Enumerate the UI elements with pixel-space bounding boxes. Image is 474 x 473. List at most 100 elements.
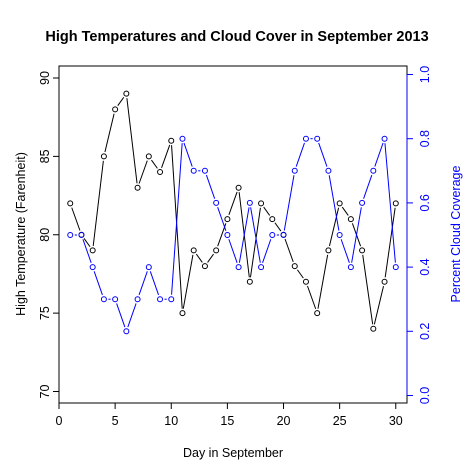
series-1-point <box>168 137 175 144</box>
series-1-point <box>190 247 197 254</box>
series-2-point <box>269 232 276 238</box>
series-1-segment <box>274 222 282 232</box>
series-2-segment <box>283 175 295 231</box>
series-1-point <box>291 263 298 270</box>
series-1-point <box>246 278 253 285</box>
x-tick-label: 5 <box>112 414 119 428</box>
series-2-segment <box>116 303 126 328</box>
series-2-segment <box>217 206 227 231</box>
series-2-point <box>123 328 130 335</box>
series-1-segment <box>373 286 384 325</box>
series-2-point <box>325 167 332 174</box>
series-1 <box>67 90 399 332</box>
series-1-segment <box>92 160 104 247</box>
series-2-point <box>100 296 107 303</box>
series-2-point <box>291 167 298 174</box>
series-2-point <box>213 199 220 206</box>
series-2-point <box>392 264 399 271</box>
y-left-tick-label: 90 <box>38 71 52 85</box>
series-2-segment <box>351 207 362 263</box>
series-2-segment <box>262 239 272 264</box>
series-2-segment <box>183 142 193 167</box>
series-2-point <box>134 296 141 303</box>
series-2-point <box>347 264 354 271</box>
series-1-point <box>67 200 74 207</box>
y-axis-right: 0.0 0.2 0.4 0.6 0.8 1.0 <box>406 66 432 404</box>
series-2-point <box>336 232 343 238</box>
series-1-point <box>370 325 377 332</box>
series-1-segment <box>151 159 158 169</box>
series-1-segment <box>138 160 148 184</box>
series-2-point <box>157 296 164 303</box>
series-1-point <box>201 263 208 270</box>
y-right-tick-label: 1.0 <box>418 66 432 83</box>
x-tick-label: 15 <box>220 414 234 428</box>
series-2-segment <box>82 239 92 264</box>
series-2-point <box>78 232 85 238</box>
series-1-point <box>123 90 130 97</box>
series-1-segment <box>195 253 203 263</box>
y-right-tick-label: 0.0 <box>418 387 432 404</box>
series-1-segment <box>161 144 171 168</box>
series-2-point <box>280 232 287 238</box>
series-1-segment <box>117 97 125 106</box>
y-left-tick-label: 80 <box>38 228 52 242</box>
x-tick-label: 0 <box>56 414 63 428</box>
series-2-segment <box>340 239 350 264</box>
series-2-segment <box>363 174 373 199</box>
series-2-segment <box>238 207 250 263</box>
series-1-point <box>269 216 276 223</box>
series-1-segment <box>228 191 238 216</box>
series-2-segment <box>384 143 396 263</box>
y-axis-right-label: Percent Cloud Coverage <box>449 166 463 303</box>
series-2-segment <box>171 143 183 295</box>
series-1-point <box>359 247 366 254</box>
x-tick-label: 20 <box>277 414 291 428</box>
series-1-point <box>336 200 343 207</box>
series-2-segment <box>149 271 160 296</box>
series-2-point <box>145 264 152 271</box>
series-1-point <box>235 184 242 191</box>
series-1-point <box>134 184 141 191</box>
series-1-segment <box>284 238 294 263</box>
series-2-segment <box>318 142 328 167</box>
series-2-point <box>246 199 253 206</box>
y-right-tick-label: 0.4 <box>418 258 432 275</box>
chart-title: High Temperatures and Cloud Cover in Sep… <box>45 29 428 45</box>
y-left-tick-label: 85 <box>38 149 52 163</box>
series-2-point <box>235 264 242 271</box>
series-1-segment <box>104 113 115 153</box>
series-layer <box>67 90 399 335</box>
series-2-segment <box>250 207 261 263</box>
y-left-tick-label: 75 <box>38 306 52 320</box>
series-1-segment <box>71 207 81 231</box>
series-1-point <box>179 310 186 317</box>
series-2-segment <box>228 239 238 264</box>
series-2-point <box>302 135 309 142</box>
plot-frame <box>58 65 408 404</box>
series-1-segment <box>83 238 91 248</box>
series-1-segment <box>296 269 304 279</box>
series-2-segment <box>295 142 305 167</box>
series-1-segment <box>362 254 374 325</box>
series-1-point <box>302 278 309 285</box>
y-axis-left: 70 75 80 85 90 <box>38 71 60 398</box>
series-2-segment <box>127 303 137 328</box>
series-1-segment <box>263 206 271 216</box>
series-1-point <box>213 247 220 254</box>
series-1-segment <box>249 207 261 278</box>
series-1-point <box>325 247 332 254</box>
x-axis: 0 5 10 15 20 25 30 <box>56 402 403 428</box>
series-2-point <box>224 232 231 238</box>
series-1-point <box>392 200 399 207</box>
series-1-segment <box>171 145 183 309</box>
series-2-point <box>370 167 377 174</box>
y-right-tick-label: 0.2 <box>418 323 432 340</box>
series-1-point <box>347 216 354 223</box>
series-1-segment <box>341 206 349 216</box>
series-1-segment <box>328 207 340 247</box>
series-2-point <box>201 167 208 174</box>
series-2-segment <box>138 271 148 296</box>
series-2-point <box>190 167 197 174</box>
